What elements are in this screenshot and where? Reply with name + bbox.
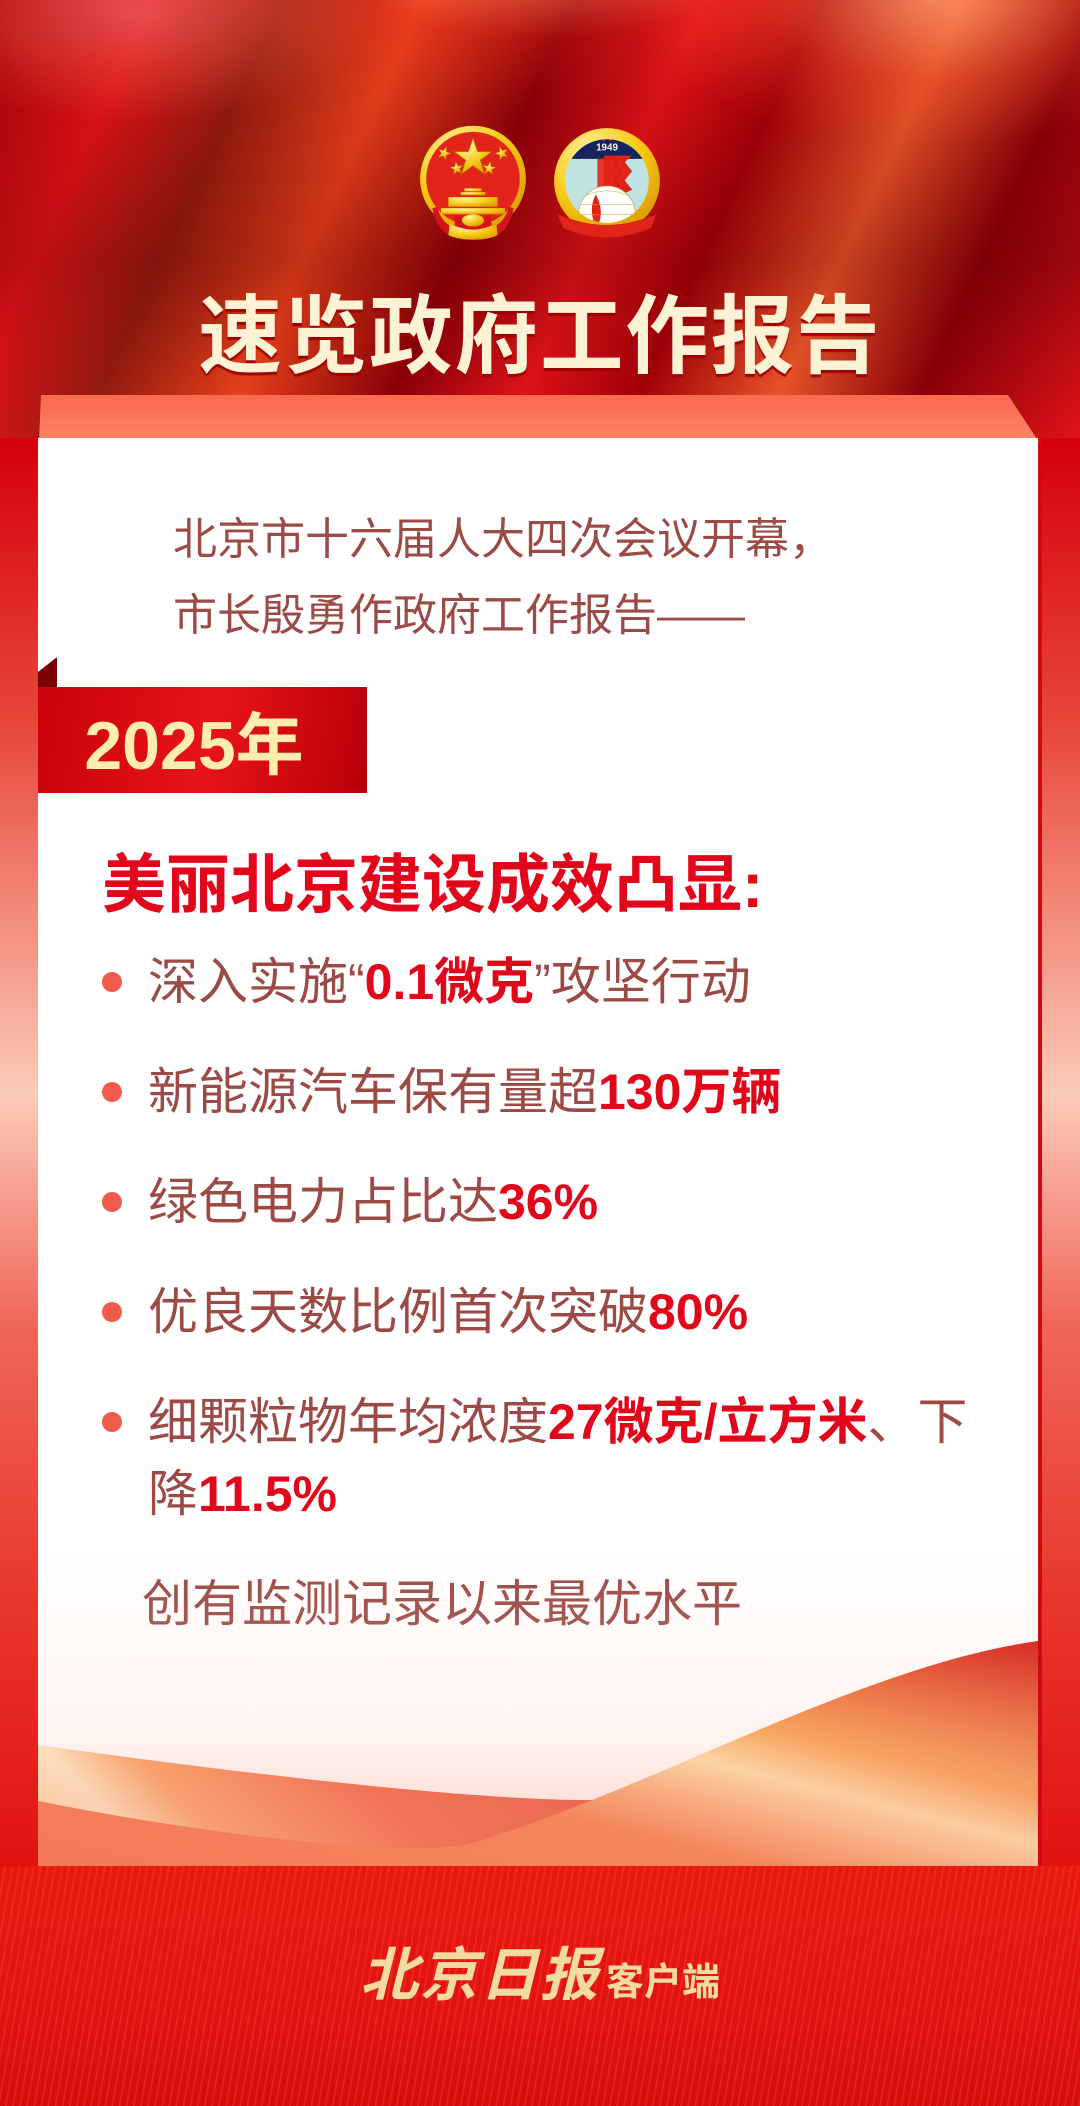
svg-text:1949: 1949: [596, 142, 618, 153]
